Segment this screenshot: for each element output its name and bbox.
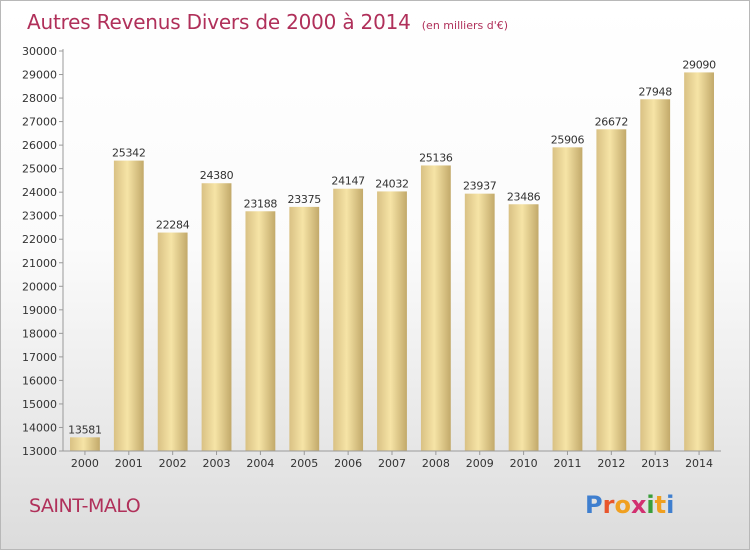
logo-letter: i bbox=[646, 491, 655, 519]
chart-subtitle: (en milliers d'€) bbox=[421, 19, 509, 32]
bar-2007 bbox=[377, 191, 407, 451]
bar-2013 bbox=[640, 99, 671, 452]
y-tick-label: 25000 bbox=[22, 163, 57, 176]
x-tick-label: 2007 bbox=[378, 457, 406, 470]
logo-letter: r bbox=[602, 491, 615, 519]
logo-letter: o bbox=[614, 491, 631, 519]
data-label: 24147 bbox=[331, 175, 365, 188]
bar-2008 bbox=[420, 165, 451, 451]
data-label: 26672 bbox=[595, 115, 629, 128]
bar-2012 bbox=[596, 129, 627, 451]
x-tick-label: 2004 bbox=[246, 457, 274, 470]
data-label: 13581 bbox=[68, 423, 102, 436]
bar-2000 bbox=[70, 437, 100, 451]
data-label: 24032 bbox=[375, 177, 409, 190]
chart-title-wrap: Autres Revenus Divers de 2000 à 2014 (en… bbox=[27, 10, 508, 34]
proxiti-logo: Proxiti bbox=[585, 491, 674, 519]
y-tick-label: 18000 bbox=[22, 327, 57, 340]
chart-title: Autres Revenus Divers de 2000 à 2014 bbox=[27, 10, 411, 34]
logo-letter: P bbox=[585, 491, 603, 519]
bar-2005 bbox=[289, 206, 320, 451]
y-tick-label: 16000 bbox=[22, 374, 57, 387]
bar-2004 bbox=[245, 211, 276, 451]
x-tick-label: 2014 bbox=[685, 457, 713, 470]
x-tick-label: 2003 bbox=[203, 457, 231, 470]
x-tick-label: 2009 bbox=[466, 457, 494, 470]
x-tick-label: 2008 bbox=[422, 457, 450, 470]
bar-2006 bbox=[333, 188, 364, 451]
y-tick-label: 28000 bbox=[22, 92, 57, 105]
data-label: 29090 bbox=[682, 58, 716, 71]
x-tick-label: 2005 bbox=[290, 457, 318, 470]
logo-letter: x bbox=[630, 491, 647, 519]
data-label: 23486 bbox=[507, 190, 541, 203]
axes-group: 13000 14000 15000 16000 17000 18000 19000 20000… bbox=[22, 45, 721, 470]
y-tick-label: 29000 bbox=[22, 69, 57, 82]
data-label: 22284 bbox=[156, 219, 190, 232]
bars-group: 13581 25342 22284 24380 23188 23375 24147 24032… bbox=[68, 58, 716, 452]
y-tick-label: 15000 bbox=[22, 398, 57, 411]
data-label: 23937 bbox=[463, 180, 497, 193]
data-label: 25342 bbox=[112, 147, 146, 160]
x-tick-label: 2002 bbox=[159, 457, 187, 470]
y-tick-label: 17000 bbox=[22, 351, 57, 364]
data-label: 24380 bbox=[200, 169, 234, 182]
data-label: 23375 bbox=[288, 193, 322, 206]
x-tick-label: 2010 bbox=[510, 457, 538, 470]
y-tick-label: 14000 bbox=[22, 421, 57, 434]
y-tick-label: 30000 bbox=[22, 45, 57, 58]
bar-2009 bbox=[464, 193, 495, 452]
y-tick-label: 20000 bbox=[22, 280, 57, 293]
y-tick-label: 23000 bbox=[22, 210, 57, 223]
y-tick-label: 21000 bbox=[22, 257, 57, 270]
x-tick-label: 2000 bbox=[71, 457, 99, 470]
data-label: 25906 bbox=[551, 133, 585, 146]
x-tick-label: 2006 bbox=[334, 457, 362, 470]
y-tick-label: 26000 bbox=[22, 139, 57, 152]
data-label: 25136 bbox=[419, 151, 453, 164]
x-tick-label: 2001 bbox=[115, 457, 143, 470]
data-label: 27948 bbox=[638, 85, 672, 98]
bar-2010 bbox=[508, 204, 539, 451]
x-tick-label: 2013 bbox=[641, 457, 669, 470]
city-name: SAINT-MALO bbox=[29, 495, 141, 517]
y-tick-label: 22000 bbox=[22, 233, 57, 246]
y-tick-label: 24000 bbox=[22, 186, 57, 199]
y-tick-label: 19000 bbox=[22, 304, 57, 317]
data-label: 23188 bbox=[244, 197, 278, 210]
x-tick-label: 2012 bbox=[597, 457, 625, 470]
bar-2003 bbox=[201, 183, 232, 451]
bar-2002 bbox=[157, 232, 188, 451]
bar-2001 bbox=[113, 160, 144, 451]
logo-letter: t bbox=[654, 491, 667, 519]
bar-2014 bbox=[684, 72, 714, 451]
y-tick-label: 27000 bbox=[22, 116, 57, 129]
bar-2011 bbox=[552, 147, 583, 451]
logo-letter: i bbox=[666, 491, 675, 519]
y-tick-label: 13000 bbox=[22, 445, 57, 458]
x-tick-label: 2011 bbox=[553, 457, 581, 470]
